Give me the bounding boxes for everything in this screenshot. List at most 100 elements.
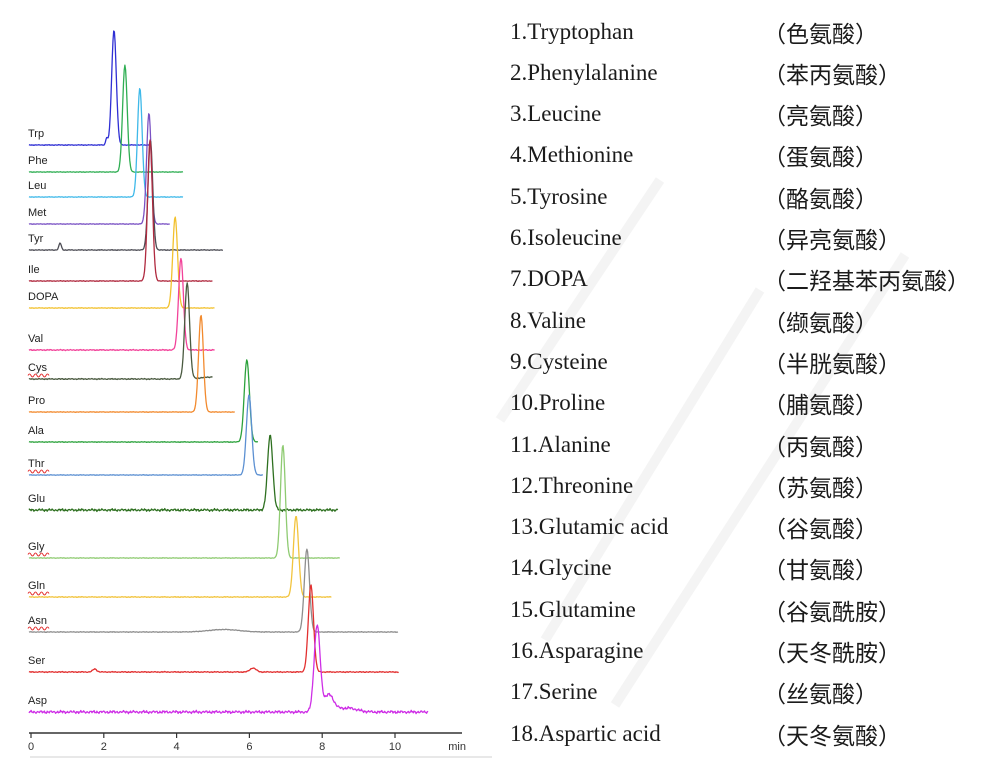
spellcheck-squiggle: [27, 373, 50, 378]
legend-name-chinese: （谷氨酸）: [763, 517, 878, 543]
trace-pro: [28, 314, 235, 413]
legend-row: 7.DOPA （二羟基苯丙氨酸）: [510, 259, 992, 300]
trace-leu: [28, 88, 184, 198]
legend-name-english: 4.Methionine: [510, 142, 634, 168]
legend-name-chinese: （色氨酸）: [763, 21, 878, 47]
legend-row: 18.Aspartic acid （天冬氨酸）: [510, 713, 992, 754]
x-tick-label: 8: [319, 741, 325, 753]
trace-label-asp: Asp: [28, 695, 47, 707]
legend-name-chinese: （谷氨酰胺）: [763, 599, 901, 625]
trace-cys: [28, 282, 213, 381]
legend-row: 11.Alanine （丙氨酸）: [510, 424, 992, 465]
legend-name-english: 10.Proline: [510, 390, 606, 416]
trace-label-asn: Asn: [28, 615, 47, 627]
trace-label-gln: Gln: [28, 580, 45, 592]
legend-name-chinese: （酪氨酸）: [763, 186, 878, 212]
legend-row: 3.Leucine （亮氨酸）: [510, 94, 992, 135]
legend-name-chinese: （蛋氨酸）: [763, 145, 878, 171]
legend-row: 14.Glycine （甘氨酸）: [510, 548, 992, 589]
trace-val: [28, 257, 215, 352]
traces: [27, 30, 429, 715]
trace-ser: [28, 584, 399, 674]
legend-name-chinese: （脯氨酸）: [763, 393, 878, 419]
legend-row: 8.Valine （缬氨酸）: [510, 300, 992, 341]
trace-label-ala: Ala: [28, 425, 45, 437]
trace-label-ile: Ile: [28, 264, 40, 276]
x-tick-label: 6: [246, 741, 252, 753]
x-tick-label: 10: [389, 741, 401, 753]
trace-label-thr: Thr: [28, 458, 45, 470]
legend-name-english: 7.DOPA: [510, 266, 588, 292]
legend-row: 16.Asparagine （天冬酰胺）: [510, 631, 992, 672]
legend-name-chinese: （丝氨酸）: [763, 682, 878, 708]
trace-thr: [28, 394, 264, 476]
legend-name-english: 16.Asparagine: [510, 638, 644, 663]
trace-label-dopa: DOPA: [28, 291, 59, 303]
legend-name-chinese: （缬氨酸）: [763, 310, 878, 336]
legend-row: 15.Glutamine （谷氨酰胺）: [510, 589, 992, 630]
legend-name-chinese: （天冬氨酸）: [763, 723, 901, 749]
trace-gln: [28, 516, 332, 599]
trace-label-glu: Glu: [28, 493, 45, 505]
trace-label-ser: Ser: [28, 655, 45, 667]
x-tick-label: 2: [101, 741, 107, 753]
x-axis-unit-label: min: [448, 741, 466, 753]
legend-row: 12.Threonine （苏氨酸）: [510, 465, 992, 506]
legend-row: 6.Isoleucine （异亮氨酸）: [510, 218, 992, 259]
legend-name-english: 1.Tryptophan: [510, 18, 634, 44]
legend-row: 1.Tryptophan （色氨酸）: [510, 11, 992, 52]
legend-name-english: 18.Aspartic acid: [510, 720, 661, 746]
trace-label-met: Met: [28, 207, 46, 219]
spellcheck-squiggle: [27, 552, 50, 557]
legend-name-english: 15.Glutamine: [510, 596, 636, 622]
legend-name-chinese: （苏氨酸）: [763, 475, 878, 501]
spellcheck-squiggle: [27, 626, 50, 631]
trace-label-pro: Pro: [28, 395, 45, 407]
spellcheck-squiggle: [27, 591, 50, 596]
trace-tyr: [28, 140, 223, 252]
legend-name-english: 9.Cysteine: [510, 348, 608, 374]
legend-name-english: 2.Phenylalanine: [510, 59, 658, 85]
trace-ile: [28, 139, 213, 283]
legend-name-chinese: （亮氨酸）: [763, 104, 878, 130]
trace-gly: [28, 444, 340, 559]
legend-name-chinese: （苯丙氨酸）: [763, 62, 901, 88]
trace-label-phe: Phe: [28, 155, 48, 167]
trace-ala: [28, 359, 259, 444]
x-tick-label: 4: [174, 741, 180, 753]
trace-asn: [28, 548, 399, 634]
legend-row: 2.Phenylalanine （苯丙氨酸）: [510, 52, 992, 93]
trace-label-tyr: Tyr: [28, 233, 44, 245]
time-axis: 0 2 4 6 8 10 min: [28, 732, 466, 753]
legend-row: 9.Cysteine （半胱氨酸）: [510, 341, 992, 382]
trace-label-gly: Gly: [28, 541, 45, 553]
legend-row: 5.Tyrosine （酪氨酸）: [510, 176, 992, 217]
legend-name-chinese: （天冬酰胺）: [763, 641, 901, 666]
legend-name-english: 11.Alanine: [510, 431, 611, 457]
legend-name-english: 3.Leucine: [510, 101, 602, 127]
legend-name-chinese: （二羟基苯丙氨酸）: [763, 269, 970, 295]
legend-name-english: 6.Isoleucine: [510, 225, 622, 250]
trace-label-leu: Leu: [28, 180, 46, 192]
trace-asp: [28, 624, 429, 715]
legend-row: 17.Serine （丝氨酸）: [510, 672, 992, 713]
watermark: [495, 177, 910, 708]
legend-name-english: 17.Serine: [510, 679, 598, 705]
x-tick-label: 0: [28, 741, 34, 753]
legend-name-chinese: （甘氨酸）: [763, 558, 878, 584]
legend-row: 13.Glutamic acid （谷氨酸）: [510, 507, 992, 548]
trace-label-val: Val: [28, 333, 43, 345]
trace-label-trp: Trp: [28, 128, 44, 140]
legend-name-chinese: （丙氨酸）: [763, 434, 878, 460]
legend-name-english: 12.Threonine: [510, 472, 634, 498]
legend-row: 10.Proline （脯氨酸）: [510, 383, 992, 424]
legend-name-chinese: （异亮氨酸）: [763, 228, 901, 253]
legend-name-english: 5.Tyrosine: [510, 183, 608, 209]
trace-met: [28, 113, 170, 225]
trace-label-cys: Cys: [28, 362, 47, 374]
legend-name-english: 8.Valine: [510, 307, 587, 333]
legend-name-english: 14.Glycine: [510, 555, 612, 581]
